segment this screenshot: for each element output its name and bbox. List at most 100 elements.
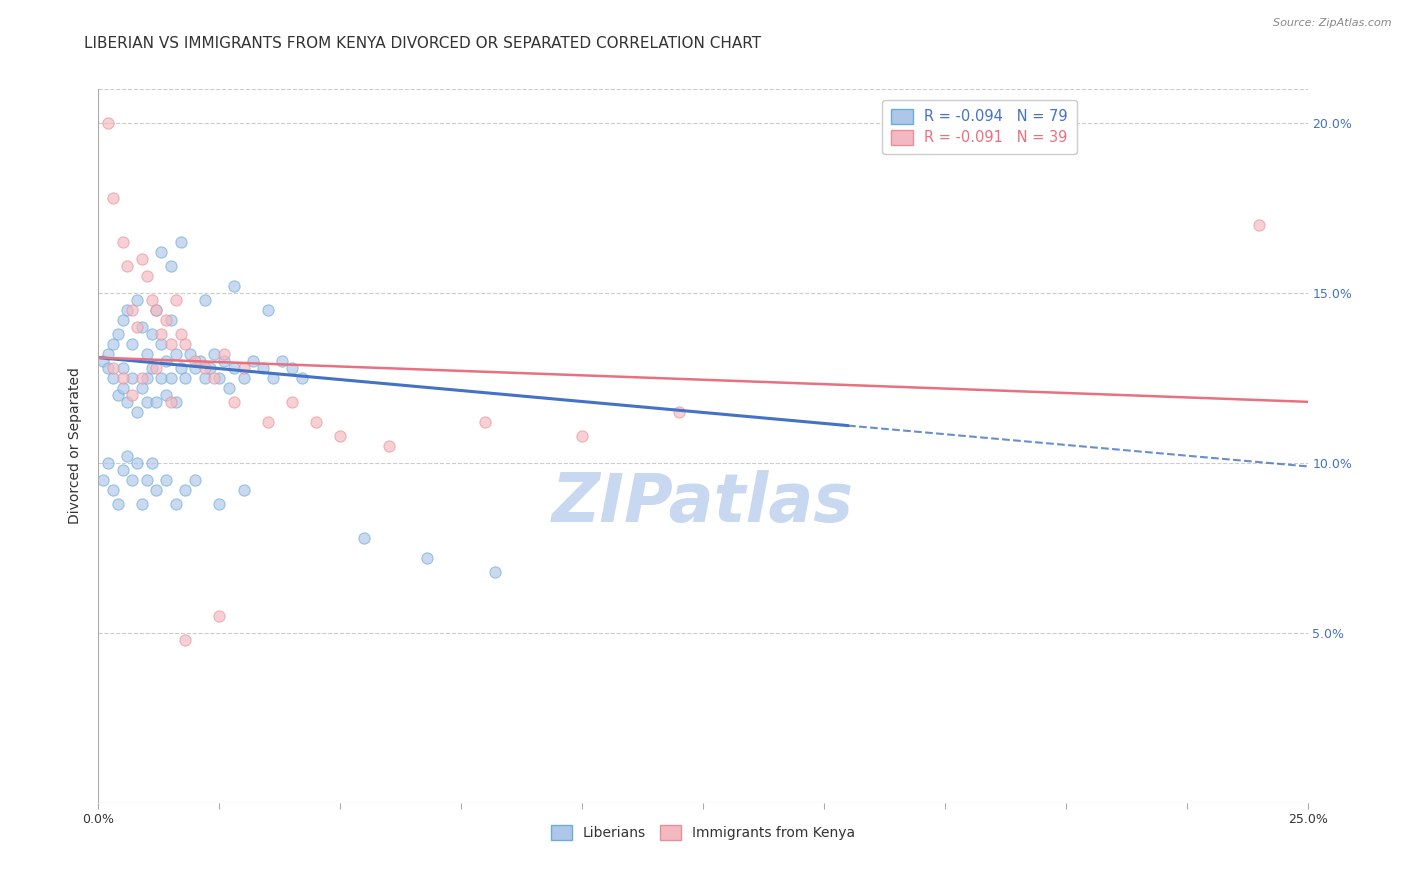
Point — [111, 313, 134, 327]
Point — [101, 337, 124, 351]
Point — [135, 347, 157, 361]
Point — [101, 371, 124, 385]
Point — [212, 354, 235, 368]
Point — [169, 235, 191, 249]
Point — [329, 429, 352, 443]
Point — [97, 456, 120, 470]
Point — [111, 371, 134, 385]
Point — [107, 388, 129, 402]
Point — [174, 483, 197, 498]
Point — [131, 320, 153, 334]
Point — [668, 405, 690, 419]
Point — [160, 313, 183, 327]
Point — [174, 632, 197, 647]
Point — [281, 360, 304, 375]
Point — [91, 354, 114, 368]
Point — [179, 347, 201, 361]
Point — [232, 371, 254, 385]
Point — [165, 347, 187, 361]
Point — [212, 347, 235, 361]
Point — [377, 439, 399, 453]
Point — [121, 473, 143, 487]
Point — [194, 293, 217, 307]
Point — [281, 394, 304, 409]
Point — [97, 360, 120, 375]
Point — [484, 565, 506, 579]
Point — [141, 293, 163, 307]
Point — [174, 337, 197, 351]
Point — [101, 483, 124, 498]
Point — [91, 473, 114, 487]
Point — [145, 303, 167, 318]
Point — [127, 405, 149, 419]
Point — [256, 303, 278, 318]
Point — [184, 473, 207, 487]
Point — [135, 394, 157, 409]
Point — [222, 279, 245, 293]
Point — [107, 497, 129, 511]
Point — [184, 354, 207, 368]
Point — [145, 303, 167, 318]
Point — [101, 360, 124, 375]
Point — [145, 394, 167, 409]
Point — [194, 360, 217, 375]
Point — [121, 371, 143, 385]
Point — [194, 371, 217, 385]
Text: LIBERIAN VS IMMIGRANTS FROM KENYA DIVORCED OR SEPARATED CORRELATION CHART: LIBERIAN VS IMMIGRANTS FROM KENYA DIVORC… — [84, 36, 762, 51]
Point — [107, 326, 129, 341]
Point — [208, 371, 231, 385]
Text: ZIPatlas: ZIPatlas — [553, 470, 853, 536]
Point — [141, 326, 163, 341]
Point — [141, 360, 163, 375]
Point — [165, 293, 187, 307]
Point — [271, 354, 294, 368]
Point — [141, 456, 163, 470]
Point — [131, 371, 153, 385]
Point — [111, 463, 134, 477]
Point — [290, 371, 312, 385]
Point — [150, 245, 173, 260]
Point — [188, 354, 211, 368]
Point — [117, 449, 139, 463]
Point — [117, 394, 139, 409]
Point — [97, 347, 120, 361]
Point — [111, 381, 134, 395]
Text: Source: ZipAtlas.com: Source: ZipAtlas.com — [1274, 18, 1392, 28]
Point — [571, 429, 593, 443]
Point — [208, 497, 231, 511]
Point — [474, 415, 496, 429]
Point — [127, 456, 149, 470]
Point — [101, 191, 124, 205]
Point — [121, 303, 143, 318]
Point — [204, 371, 226, 385]
Legend: Liberians, Immigrants from Kenya: Liberians, Immigrants from Kenya — [546, 820, 860, 846]
Point — [169, 360, 191, 375]
Point — [127, 293, 149, 307]
Point — [121, 337, 143, 351]
Point — [208, 608, 231, 623]
Point — [184, 360, 207, 375]
Point — [160, 394, 183, 409]
Point — [169, 326, 191, 341]
Point — [262, 371, 284, 385]
Point — [135, 473, 157, 487]
Point — [160, 259, 183, 273]
Y-axis label: Divorced or Separated: Divorced or Separated — [69, 368, 83, 524]
Point — [131, 381, 153, 395]
Point — [155, 354, 177, 368]
Point — [145, 360, 167, 375]
Point — [305, 415, 328, 429]
Point — [155, 313, 177, 327]
Point — [131, 252, 153, 266]
Point — [198, 360, 221, 375]
Point — [218, 381, 240, 395]
Point — [131, 497, 153, 511]
Point — [232, 360, 254, 375]
Point — [145, 483, 167, 498]
Point — [135, 371, 157, 385]
Point — [160, 371, 183, 385]
Point — [232, 483, 254, 498]
Point — [252, 360, 274, 375]
Point — [121, 388, 143, 402]
Point — [165, 394, 187, 409]
